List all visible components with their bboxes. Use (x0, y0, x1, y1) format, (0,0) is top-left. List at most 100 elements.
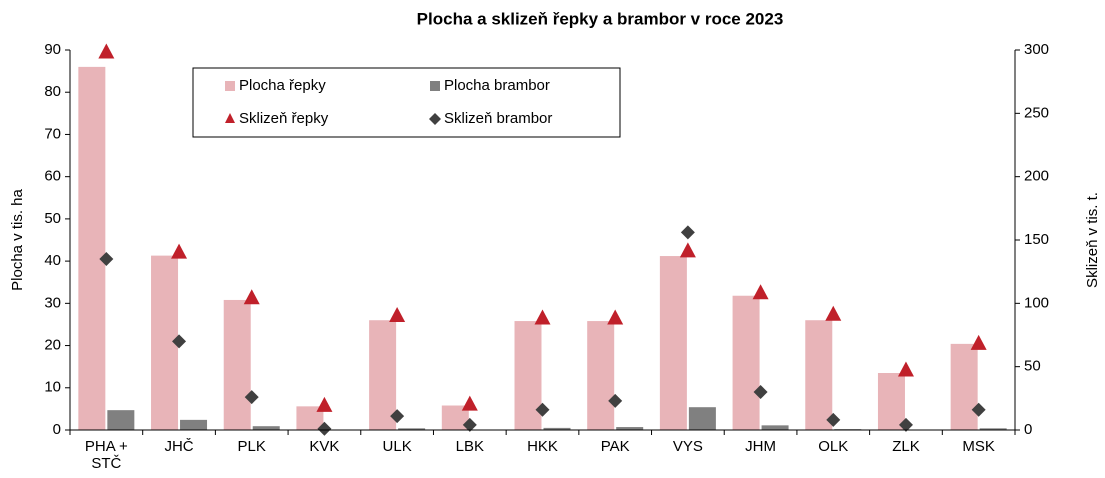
bar (587, 321, 615, 430)
legend-box (192, 67, 621, 138)
x-tick-label-box: PAK (600, 438, 630, 455)
bar (616, 427, 644, 430)
x-tick-label-box: JHČ (164, 438, 194, 455)
bar (107, 410, 135, 430)
y-tick-label: 40 (44, 252, 61, 269)
y-tick-label: 50 (44, 210, 61, 227)
x-tick-label-box: ZLK (892, 438, 920, 455)
marker (826, 412, 841, 427)
marker (172, 334, 187, 349)
y-tick-label: 10 (44, 379, 61, 396)
y2-tick-label: 200 (1024, 168, 1049, 185)
y-tick-label: 90 (44, 41, 61, 58)
y2-tick-label: 0 (1024, 421, 1032, 438)
x-tick-label: JHM (745, 438, 776, 455)
marker (317, 421, 332, 436)
x-tick-label-box: ULK (382, 438, 412, 455)
y-tick-label: 70 (44, 125, 61, 142)
bar (180, 419, 208, 430)
marker (753, 385, 768, 399)
marker (971, 402, 986, 417)
y2-axis-label: Sklizeň v tis. t. (1084, 192, 1101, 288)
x-tick-label: ULK (382, 438, 412, 455)
y-tick-label: 80 (44, 83, 61, 100)
bar (761, 425, 789, 430)
marker (243, 289, 260, 305)
x-tick-label-box: VYS (672, 438, 703, 455)
marker (535, 402, 550, 417)
bar (659, 256, 687, 430)
marker (898, 417, 913, 432)
legend-swatch (429, 113, 441, 125)
marker (534, 309, 551, 325)
y2-tick-label: 300 (1024, 41, 1049, 58)
bar (805, 320, 833, 430)
marker (608, 393, 623, 408)
x-tick-label: ZLK (892, 438, 920, 455)
bar (950, 343, 978, 430)
x-tick-label: PHA + STČ (84, 438, 128, 472)
x-tick-label: MSK (962, 438, 995, 455)
marker (679, 242, 696, 258)
bar (979, 428, 1007, 430)
marker (99, 252, 114, 266)
x-tick-label: OLK (818, 438, 849, 455)
y2-tick-label: 250 (1024, 104, 1049, 121)
bar (78, 66, 106, 430)
x-tick-label-box: MSK (962, 438, 995, 455)
y2-tick-label: 150 (1024, 231, 1049, 248)
y-axis-label: Plocha v tis. ha (9, 188, 26, 290)
bar (732, 295, 760, 430)
bar (514, 321, 542, 430)
x-tick-label: HKK (527, 438, 558, 455)
x-tick-label: VYS (672, 438, 703, 455)
legend-swatch (225, 113, 235, 123)
x-tick-label: JHČ (164, 438, 194, 455)
marker (461, 395, 478, 411)
marker (897, 361, 914, 377)
y-tick-label: 30 (44, 294, 61, 311)
x-tick-label: LBK (455, 438, 484, 455)
bar (398, 428, 426, 430)
x-tick-label-box: HKK (527, 438, 558, 455)
bar (369, 320, 397, 430)
marker (752, 284, 769, 300)
x-tick-label-box: KVK (309, 438, 340, 455)
marker (171, 243, 188, 259)
bar (543, 427, 571, 430)
marker (244, 390, 259, 405)
marker (607, 309, 624, 325)
marker (389, 307, 406, 322)
x-tick-label-box: PLK (237, 438, 266, 455)
x-tick-label-box: PHA + STČ (84, 438, 128, 472)
marker (462, 417, 477, 432)
legend-label: Sklizeň řepky (239, 110, 329, 127)
legend-label: Sklizeň brambor (444, 110, 552, 127)
marker (970, 334, 987, 350)
y2-tick-label: 100 (1024, 294, 1049, 311)
y-tick-label: 0 (53, 421, 61, 438)
legend-swatch (225, 81, 235, 91)
y2-tick-label: 50 (1024, 358, 1041, 375)
legend-label: Plocha řepky (239, 77, 326, 94)
bar (296, 406, 324, 430)
y-tick-label: 20 (44, 337, 61, 354)
legend-label: Plocha brambor (444, 77, 550, 94)
bar (252, 426, 280, 430)
x-tick-label-box: LBK (455, 438, 484, 455)
x-tick-label-box: OLK (818, 438, 849, 455)
bar (688, 407, 716, 430)
x-tick-label-box: JHM (745, 438, 776, 455)
marker (316, 396, 333, 412)
marker (680, 225, 695, 240)
x-tick-label: PAK (600, 438, 630, 455)
x-tick-label: PLK (237, 438, 266, 455)
marker (98, 43, 115, 59)
y-tick-label: 60 (44, 168, 61, 185)
x-tick-label: KVK (309, 438, 340, 455)
marker (390, 409, 405, 424)
bar (223, 299, 251, 430)
marker (825, 305, 842, 321)
legend-swatch (430, 81, 440, 91)
